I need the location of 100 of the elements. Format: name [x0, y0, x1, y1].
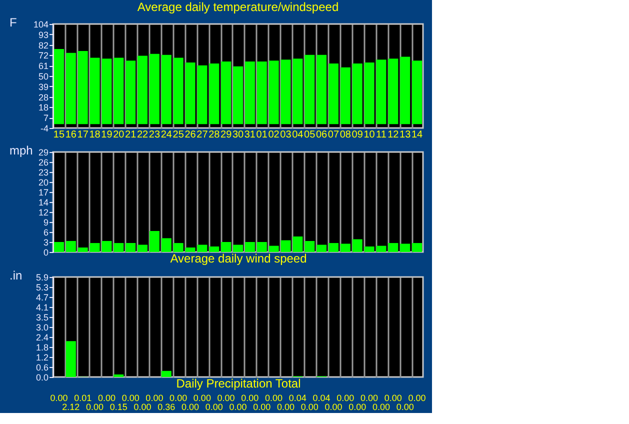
bar: [66, 52, 76, 124]
y-tick-label: 3: [43, 238, 48, 248]
data-label: 0.00: [122, 393, 140, 403]
bar: [256, 242, 267, 252]
bar: [54, 242, 64, 252]
x-axis-title: Average daily wind speed: [170, 252, 307, 266]
x-tick-label: 21: [125, 130, 137, 140]
x-tick-label: 08: [340, 130, 352, 140]
data-label: 0.00: [396, 402, 414, 412]
data-label: 0.00: [265, 393, 283, 403]
y-axis-title: F: [10, 16, 17, 30]
y-tick-label: 0: [43, 248, 48, 258]
bar: [304, 240, 315, 252]
bar: [340, 67, 350, 124]
y-tick-label: 93: [38, 30, 48, 40]
data-label: 0.00: [146, 393, 164, 403]
y-tick-label: 6: [43, 228, 48, 238]
bar: [400, 244, 410, 252]
bar: [232, 66, 244, 124]
y-tick-label: 72: [38, 50, 48, 61]
data-label: 0.01: [74, 393, 92, 403]
y-tick-label: 17: [38, 188, 48, 198]
bar: [352, 63, 362, 124]
x-tick-label: 27: [196, 130, 208, 140]
bar: [328, 63, 338, 124]
y-tick-label: 5.3: [36, 282, 48, 292]
bar: [114, 243, 124, 252]
y-axis-title: .in: [10, 268, 22, 282]
y-tick-label: 29: [38, 148, 48, 158]
data-label: 0.00: [229, 402, 247, 412]
data-label: 0.04: [312, 393, 330, 403]
data-label: 0.00: [408, 393, 426, 403]
bar: [221, 62, 232, 124]
y-tick-label: 50: [38, 72, 48, 82]
bar: [161, 370, 172, 377]
x-tick-label: 13: [400, 130, 412, 140]
bar: [412, 243, 422, 252]
y-tick-label: 82: [38, 40, 48, 50]
bar: [138, 244, 148, 252]
x-tick-label: 23: [148, 130, 160, 140]
data-label: 0.04: [288, 393, 306, 403]
x-tick-label: 07: [328, 130, 340, 140]
bar: [78, 50, 88, 124]
bar: [209, 63, 220, 124]
x-tick-label: 29: [220, 130, 232, 140]
y-tick-label: -4: [40, 124, 48, 134]
data-label: 0.00: [241, 393, 259, 403]
y-tick-label: 1.8: [36, 342, 48, 352]
y-tick-label: 0.0: [36, 372, 48, 382]
data-label: 0.00: [170, 393, 188, 403]
y-tick-label: 5.9: [36, 272, 48, 282]
bar: [149, 230, 160, 252]
data-label: 0.36: [158, 402, 176, 412]
x-tick-label: 02: [268, 130, 280, 140]
x-tick-label: 19: [101, 130, 113, 140]
bar: [78, 248, 88, 252]
x-tick-label: 09: [352, 130, 364, 140]
y-tick-label: 18: [38, 102, 48, 113]
bar: [412, 60, 422, 124]
x-tick-label: 17: [77, 130, 89, 140]
y-tick-label: 4.7: [36, 292, 48, 302]
bar: [232, 244, 244, 252]
bar: [149, 54, 160, 124]
bar: [244, 62, 255, 124]
x-tick-label: 10: [364, 130, 376, 140]
x-tick-label: 16: [65, 130, 77, 140]
y-tick-label: 28: [38, 92, 48, 102]
data-label: 0.00: [181, 402, 200, 412]
bar: [161, 238, 172, 252]
data-label: 2.12: [62, 402, 80, 412]
x-tick-label: 14: [411, 130, 424, 140]
bar: [400, 56, 410, 124]
x-tick-label: 15: [53, 130, 65, 140]
y-tick-label: 104: [33, 20, 48, 30]
bar: [388, 243, 398, 252]
data-label: 0.00: [50, 393, 68, 403]
bar: [114, 374, 124, 377]
data-label: 0.00: [348, 402, 366, 412]
bar: [221, 242, 232, 252]
bar: [126, 60, 136, 124]
x-tick-label: 26: [184, 130, 196, 140]
bar: [256, 62, 267, 124]
chart-title: Average daily temperature/windspeed: [137, 0, 339, 14]
y-tick-label: 3.5: [36, 312, 48, 322]
y-tick-label: 4.1: [36, 302, 48, 312]
bar: [209, 246, 220, 252]
data-label: 0.00: [253, 402, 271, 412]
data-label: 0.00: [324, 402, 342, 412]
x-tick-label: 28: [208, 130, 220, 140]
bar: [138, 56, 148, 124]
bar: [340, 244, 350, 252]
y-tick-label: 61: [38, 61, 48, 72]
y-tick-label: 12: [38, 208, 48, 218]
bar: [328, 243, 338, 252]
data-label: 0.00: [336, 393, 354, 403]
x-tick-label: 06: [316, 130, 328, 140]
x-axis-title: Daily Precipitation Total: [176, 376, 301, 390]
y-tick-label: 3.0: [36, 322, 48, 332]
bar: [114, 58, 124, 124]
data-label: 0.00: [205, 402, 223, 412]
